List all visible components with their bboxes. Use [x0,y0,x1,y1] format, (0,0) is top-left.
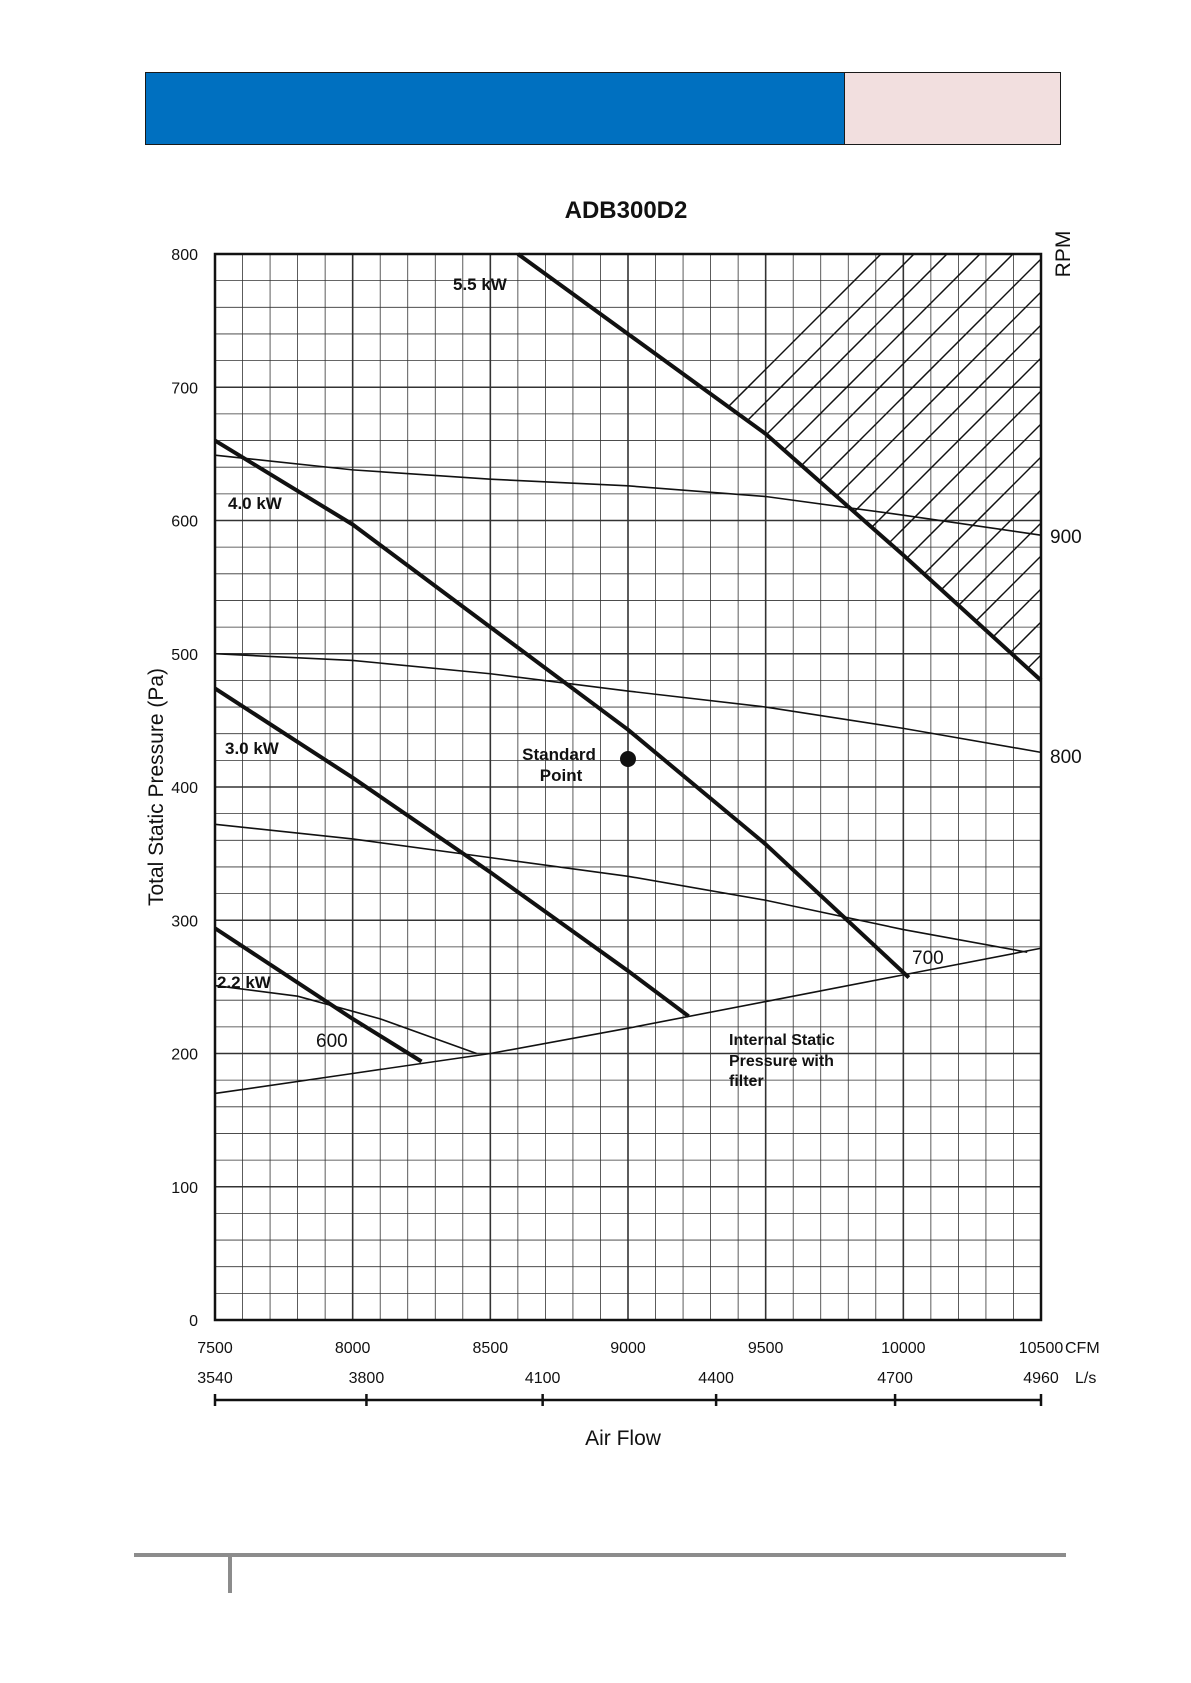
hatch-line [517,254,1041,681]
plot-border [213,252,1043,1322]
power-line-5-5-kw [516,252,1043,682]
label-4-0-kw: 4.0 kW [228,494,283,513]
hatch-line [1135,254,1191,1320]
hatch-line [1035,254,1041,681]
label-rpm-600: 600 [316,1031,348,1052]
ls-unit-label: L/s [1075,1370,1096,1387]
isp-label-line1: Internal Static [729,1032,835,1049]
x-tick-label-9000: 9000 [610,1340,646,1357]
hatch-line [517,254,948,681]
ls-tick-label-3800: 3800 [349,1370,385,1387]
label-rpm-900: 900 [1050,527,1082,548]
header-bar [145,72,1061,145]
rpm-line-700 [214,823,1028,954]
y-tick-label-0: 0 [189,1313,198,1330]
hatch-line [517,254,1041,681]
power-curves [213,252,1043,1064]
standard-point-label-line2: Point [540,766,583,785]
hatch-line [517,254,1041,681]
standard-point-marker [620,751,636,768]
x-tick-label-8000: 8000 [335,1340,371,1357]
power-line-3-0-kw [213,686,690,1018]
y-tick-label-600: 600 [171,514,198,531]
hatch-line [517,254,1041,681]
power-line-4-0-kw [213,438,911,980]
hatch-line [517,254,1041,681]
x-tick-label-10000: 10000 [881,1340,926,1357]
label-2-2-kw: 2.2 kW [217,973,272,992]
x-axis-label: Air Flow [585,1427,662,1450]
y-tick-label-100: 100 [171,1180,198,1197]
hatch-line [517,254,1041,681]
ls-tick-label-3540: 3540 [197,1370,233,1387]
label-rpm-700: 700 [912,948,944,969]
ls-tick-label-4400: 4400 [698,1370,734,1387]
ls-tick-label-4100: 4100 [525,1370,561,1387]
header-pink-panel [844,73,1060,144]
y-tick-label-800: 800 [171,247,198,264]
cfm-unit-label: CFM [1065,1340,1100,1357]
header-blue-panel [146,73,844,144]
hatch-line [517,254,1014,681]
x-tick-label-8500: 8500 [473,1340,509,1357]
power-line-2-2-kw [213,926,423,1064]
label-5-5-kw: 5.5 kW [453,275,508,294]
hatch-line [1069,254,1191,1320]
ls-tick-label-4960: 4960 [1023,1370,1059,1387]
footer-rule [134,1553,1066,1557]
hatch-line [1168,254,1191,1320]
rpm-line-800 [214,652,1042,754]
chart-grid [214,253,1042,1321]
hatch-line [1102,254,1191,1320]
tick-labels: 0 100 200 300 400 500 600 700 800 7500 8000 8500 900… [171,247,1063,1357]
x-tick-label-10500: 10500 [1019,1340,1064,1357]
standard-point-label-line1: Standard [522,745,596,764]
hatch-line [517,254,981,681]
x-tick-label-7500: 7500 [197,1340,233,1357]
y-tick-label-300: 300 [171,913,198,930]
x-tick-label-9500: 9500 [748,1340,784,1357]
plot-frame [213,252,1043,1322]
rpm-line-900 [214,454,1042,536]
label-rpm-800: 800 [1050,747,1082,768]
footer-tick [228,1557,232,1593]
chart-title: ADB300D2 [565,197,688,224]
y-tick-label-200: 200 [171,1047,198,1064]
label-3-0-kw: 3.0 kW [225,739,280,758]
rpm-axis-label: RPM [1052,231,1075,278]
ls-tick-label-4700: 4700 [877,1370,913,1387]
isp-label-line3: filter [729,1073,764,1090]
y-tick-label-700: 700 [171,380,198,397]
y-axis-label: Total Static Pressure (Pa) [145,668,168,906]
y-tick-label-500: 500 [171,647,198,664]
ls-axis: 3540 3800 4100 4400 4700 4960 [197,1370,1059,1406]
isp-label-line2: Pressure with [729,1053,834,1070]
y-tick-label-400: 400 [171,780,198,797]
